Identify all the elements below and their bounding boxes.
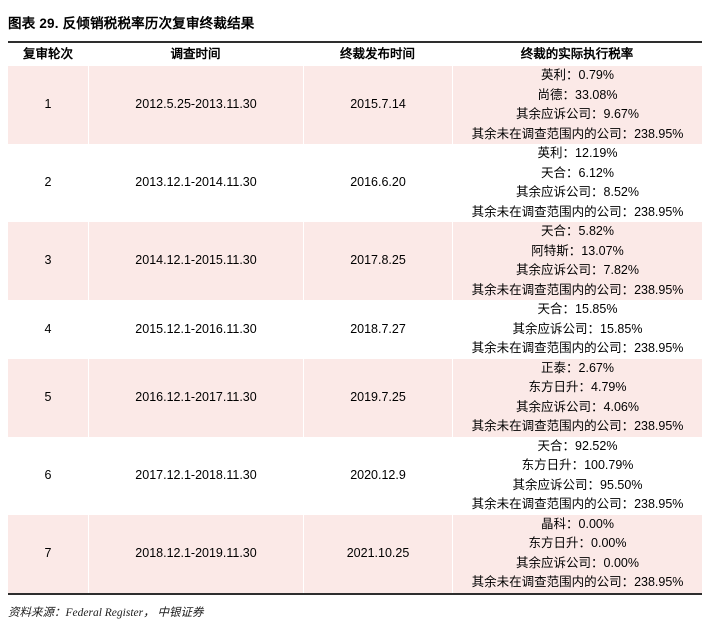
rate-line: 其余应诉公司：4.06% — [516, 399, 639, 414]
cell-rates: 英利：12.19% 天合：6.12% 其余应诉公司：8.52% 其余未在调查范围内的公… — [452, 144, 702, 222]
rate-line: 英利：0.79% — [541, 68, 614, 82]
table-row: 3 2014.12.1-2015.11.30 2017.8.25 天合：5.82… — [8, 222, 702, 300]
cell-rates: 天合：15.85% 其余应诉公司：15.85% 其余未在调查范围内的公司：238.9… — [452, 300, 702, 359]
cell-published: 2015.7.14 — [303, 66, 452, 144]
rate-line: 尚德：33.08% — [537, 87, 618, 102]
rate-line: 其余未在调查范围内的公司：238.95% — [471, 204, 684, 219]
table-row: 2 2013.12.1-2014.11.30 2016.6.20 英利：12.1… — [8, 144, 702, 222]
cell-period: 2015.12.1-2016.11.30 — [88, 300, 303, 359]
column-header-round: 复审轮次 — [22, 46, 73, 61]
cell-rates: 晶科：0.00% 东方日升：0.00% 其余应诉公司：0.00% 其余未在调查范围内的… — [452, 514, 702, 593]
cell-period: 2017.12.1-2018.11.30 — [88, 436, 303, 515]
cell-period: 2018.12.1-2019.11.30 — [88, 514, 303, 593]
table-body: 1 2012.5.25-2013.11.30 2015.7.14 英利：0.79… — [8, 66, 702, 593]
table-row: 7 2018.12.1-2019.11.30 2021.10.25 晶科：0.0… — [8, 514, 702, 593]
cell-round: 3 — [44, 253, 52, 268]
rate-line: 其余应诉公司：95.50% — [512, 477, 643, 492]
rate-line: 其余应诉公司：7.82% — [516, 263, 639, 277]
cell-published: 2018.7.27 — [303, 300, 452, 359]
source-note: 资料来源：Federal Register， 中银证券 — [8, 606, 204, 619]
cell-period: 2016.12.1-2017.11.30 — [88, 358, 303, 437]
column-header-published: 终裁发布时间 — [339, 46, 415, 61]
table-row: 4 2015.12.1-2016.11.30 2018.7.27 天合：15.8… — [8, 300, 702, 359]
table-row: 5 2016.12.1-2017.11.30 2019.7.25 正泰：2.67… — [8, 358, 702, 437]
rate-line: 晶科：0.00% — [541, 516, 614, 531]
rate-line: 其余应诉公司：0.00% — [516, 555, 639, 570]
cell-round: 2 — [44, 175, 52, 190]
cell-round: 1 — [44, 97, 52, 112]
rate-line: 东方日升：100.79% — [521, 458, 634, 472]
cell-rates: 正泰：2.67% 东方日升：4.79% 其余应诉公司：4.06% 其余未在调查范围内的… — [452, 358, 702, 437]
cell-rates: 天合：5.82% 阿特斯：13.07% 其余应诉公司：7.82% 其余未在调查范围内的… — [452, 222, 702, 300]
cell-published: 2017.8.25 — [303, 222, 452, 300]
cell-rates: 天合：92.52% 东方日升：100.79% 其余应诉公司：95.50% 其余未在调查… — [452, 436, 702, 515]
rate-line: 天合：6.12% — [541, 165, 614, 180]
table-row: 1 2012.5.25-2013.11.30 2015.7.14 英利：0.79… — [8, 66, 702, 144]
cell-rates: 英利：0.79% 尚德：33.08% 其余应诉公司：9.67% 其余未在调查范围内的公… — [452, 66, 702, 144]
table-header-row: 复审轮次 调查时间 终裁发布时间 终裁的实际执行税率 — [8, 43, 702, 66]
cell-published: 2021.10.25 — [303, 514, 452, 593]
rate-line: 正泰：2.67% — [541, 360, 614, 375]
rate-line: 天合：15.85% — [537, 302, 618, 316]
cell-published: 2019.7.25 — [303, 358, 452, 437]
column-header-period: 调查时间 — [170, 46, 221, 61]
cell-period: 2014.12.1-2015.11.30 — [88, 222, 303, 300]
cell-round: 4 — [44, 321, 52, 336]
figure-title: 图表 29. 反倾销税税率历次复审终裁结果 — [8, 16, 255, 31]
rate-line: 其余未在调查范围内的公司：238.95% — [471, 575, 684, 589]
rate-line: 英利：12.19% — [537, 146, 618, 160]
rate-line: 其余未在调查范围内的公司：238.95% — [471, 419, 684, 433]
review-results-table: 复审轮次 调查时间 终裁发布时间 终裁的实际执行税率 1 2012.5.25-2… — [8, 41, 702, 595]
cell-round: 7 — [44, 545, 52, 560]
column-header-rates: 终裁的实际执行税率 — [520, 46, 634, 61]
rate-line: 其余未在调查范围内的公司：238.95% — [471, 126, 684, 141]
table-row: 6 2017.12.1-2018.11.30 2020.12.9 天合：92.5… — [8, 436, 702, 515]
rate-line: 天合：5.82% — [541, 224, 614, 238]
cell-period: 2012.5.25-2013.11.30 — [88, 66, 303, 144]
rate-line: 其余未在调查范围内的公司：238.95% — [471, 341, 684, 355]
cell-published: 2016.6.20 — [303, 144, 452, 222]
rate-line: 天合：92.52% — [537, 438, 618, 453]
cell-period: 2013.12.1-2014.11.30 — [88, 144, 303, 222]
rate-line: 阿特斯：13.07% — [531, 243, 624, 258]
cell-round: 6 — [44, 467, 52, 482]
rate-line: 其余应诉公司：8.52% — [516, 185, 639, 199]
cell-published: 2020.12.9 — [303, 436, 452, 515]
rate-line: 东方日升：0.00% — [528, 536, 627, 550]
cell-round: 5 — [44, 389, 52, 404]
rate-line: 其余应诉公司：15.85% — [512, 321, 643, 336]
rate-line: 东方日升：4.79% — [528, 380, 627, 394]
rate-line: 其余未在调查范围内的公司：238.95% — [471, 497, 684, 511]
rate-line: 其余未在调查范围内的公司：238.95% — [471, 282, 684, 297]
rate-line: 其余应诉公司：9.67% — [516, 107, 639, 121]
